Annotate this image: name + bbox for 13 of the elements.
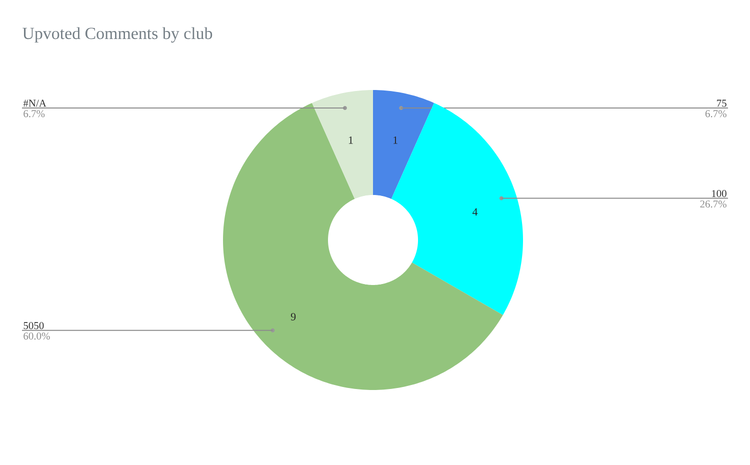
data-label: 1 [348, 136, 353, 144]
slice-label: #N/A [23, 100, 46, 107]
data-label: 9 [290, 313, 296, 320]
text: 26.7% [700, 200, 726, 208]
data-label: 1 [394, 136, 398, 144]
slice-label: 5050 [24, 322, 44, 330]
slice-label: 75 [717, 100, 726, 107]
chart-title: Upvoted Comments by club [22, 27, 212, 43]
slice-label: 100 [712, 190, 726, 198]
text: 6.7% [24, 110, 45, 118]
text: 60.0% [24, 332, 50, 340]
data-label: 4 [472, 208, 478, 216]
text: 6.7% [705, 110, 726, 118]
